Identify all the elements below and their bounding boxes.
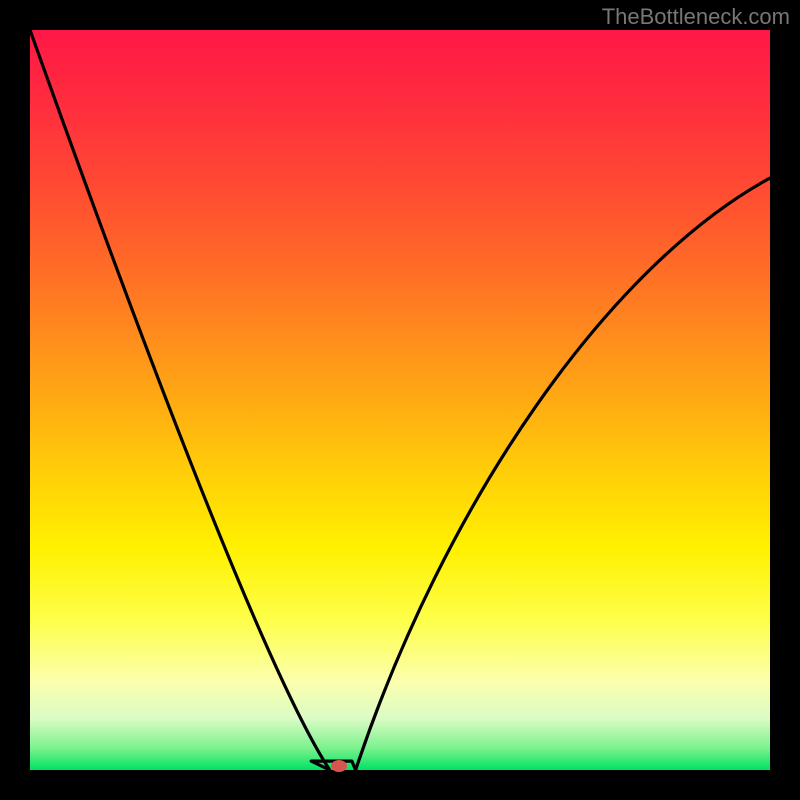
optimal-point-marker	[331, 760, 347, 772]
plot-area	[30, 30, 770, 770]
watermark-text: TheBottleneck.com	[602, 4, 790, 30]
bottleneck-curve	[30, 30, 770, 770]
